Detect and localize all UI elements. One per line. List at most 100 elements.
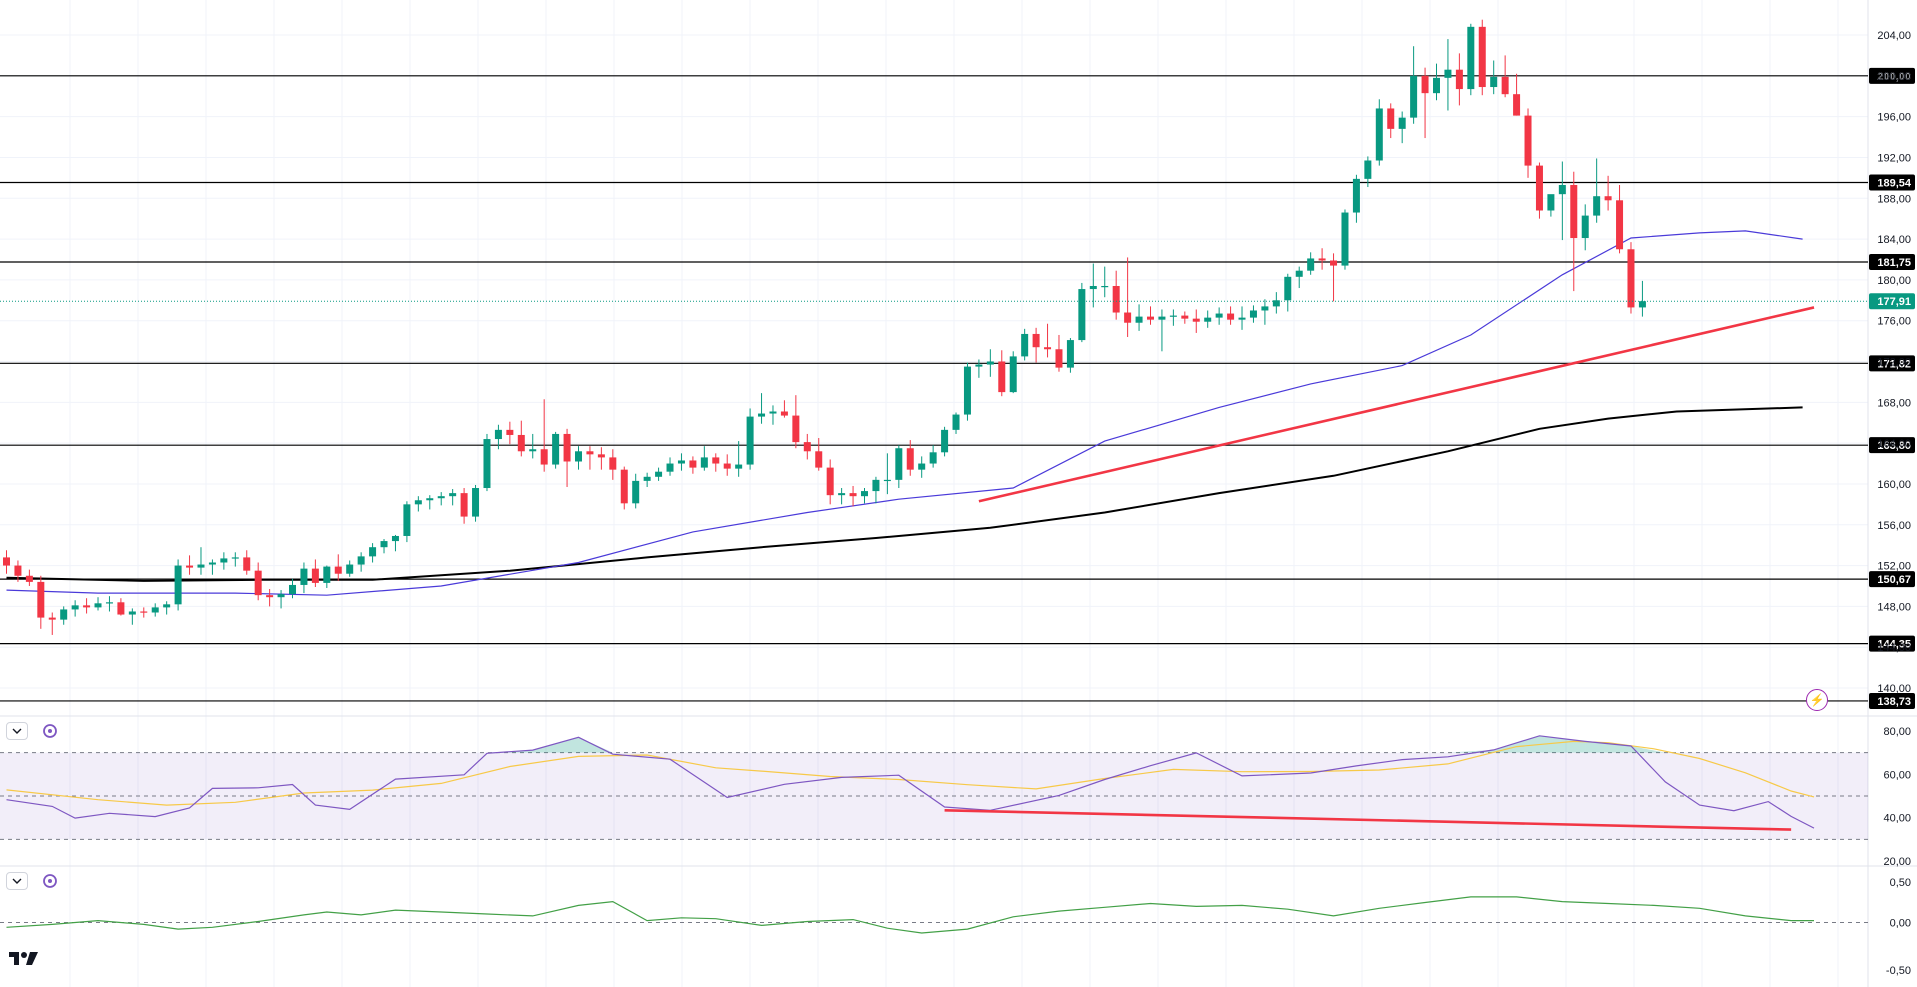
candle-down[interactable]	[1124, 257, 1132, 338]
candle-down[interactable]	[506, 421, 514, 445]
candle-up[interactable]	[1238, 306, 1246, 330]
candle-up[interactable]	[151, 603, 159, 617]
candle-down[interactable]	[849, 485, 857, 507]
candle-up[interactable]	[1444, 39, 1452, 111]
candle-down[interactable]	[689, 456, 697, 474]
candle-up[interactable]	[575, 446, 582, 470]
candle-up[interactable]	[380, 539, 388, 554]
lightning-icon[interactable]: ⚡	[1806, 689, 1828, 711]
candle-down[interactable]	[1570, 171, 1578, 292]
candle-up[interactable]	[838, 488, 846, 505]
candle-up[interactable]	[677, 453, 685, 471]
candle-down[interactable]	[1387, 103, 1395, 139]
candle-down[interactable]	[803, 433, 811, 460]
candle-down[interactable]	[609, 449, 617, 480]
candle-down[interactable]	[243, 550, 251, 575]
candle-up[interactable]	[1581, 204, 1589, 251]
candle-up[interactable]	[449, 489, 457, 506]
candle-down[interactable]	[540, 399, 548, 472]
ma-slow-line[interactable]	[6, 406, 1803, 582]
candle-down[interactable]	[1112, 270, 1120, 320]
candle-down[interactable]	[266, 589, 274, 607]
candle-up[interactable]	[929, 445, 937, 468]
candle-up[interactable]	[60, 606, 68, 625]
candle-up[interactable]	[208, 559, 216, 575]
candle-up[interactable]	[1433, 63, 1440, 101]
candle-up[interactable]	[529, 433, 537, 459]
rsi-signal-line[interactable]	[6, 740, 1815, 806]
candle-up[interactable]	[758, 393, 766, 424]
candle-up[interactable]	[1169, 309, 1177, 326]
candle-down[interactable]	[334, 554, 342, 581]
candle-down[interactable]	[723, 454, 731, 476]
candle-up[interactable]	[494, 424, 502, 450]
candle-up[interactable]	[357, 552, 365, 572]
oscillator-line[interactable]	[6, 896, 1815, 934]
candle-up[interactable]	[472, 484, 480, 522]
candle-up[interactable]	[883, 453, 891, 495]
candle-up[interactable]	[986, 349, 994, 377]
candle-up[interactable]	[71, 600, 79, 617]
candle-down[interactable]	[792, 395, 800, 449]
candle-down[interactable]	[1147, 306, 1154, 325]
candle-down[interactable]	[1604, 175, 1612, 211]
candle-up[interactable]	[220, 552, 228, 570]
candle-up[interactable]	[1272, 292, 1280, 314]
candle-up[interactable]	[666, 457, 674, 476]
candle-up[interactable]	[895, 445, 903, 489]
candle-up[interactable]	[1547, 194, 1555, 217]
candle-up[interactable]	[700, 446, 708, 471]
candle-up[interactable]	[1375, 99, 1383, 166]
candle-up[interactable]	[1249, 305, 1257, 323]
candle-down[interactable]	[14, 560, 22, 582]
candle-up[interactable]	[1089, 263, 1097, 308]
candle-down[interactable]	[1524, 108, 1532, 178]
rsi-trendline[interactable]	[944, 809, 1792, 831]
candle-up[interactable]	[1066, 338, 1074, 373]
candle-up[interactable]	[1307, 252, 1315, 275]
candle-down[interactable]	[1044, 323, 1052, 358]
candle-up[interactable]	[231, 552, 239, 567]
candle-down[interactable]	[826, 459, 834, 505]
candle-down[interactable]	[48, 612, 56, 635]
candle-up[interactable]	[1158, 309, 1166, 352]
candle-up[interactable]	[483, 433, 491, 492]
candle-up[interactable]	[1352, 174, 1360, 223]
candle-down[interactable]	[712, 453, 720, 472]
candle-down[interactable]	[37, 575, 45, 629]
candle-up[interactable]	[1135, 304, 1143, 331]
candle-up[interactable]	[872, 476, 880, 504]
candle-up[interactable]	[128, 608, 136, 625]
candle-up[interactable]	[437, 492, 445, 506]
candle-up[interactable]	[1490, 60, 1498, 95]
candle-up[interactable]	[174, 559, 182, 611]
candle-up[interactable]	[1078, 282, 1086, 343]
candle-up[interactable]	[552, 431, 560, 469]
candle-down[interactable]	[25, 569, 33, 586]
candle-up[interactable]	[1467, 23, 1475, 96]
candle-up[interactable]	[769, 405, 777, 425]
candle-up[interactable]	[1638, 280, 1646, 317]
candle-down[interactable]	[620, 466, 628, 510]
price-axis[interactable]: 200,00 189,54 181,75 171,82 163,80 150,67 144,…	[1869, 30, 1915, 977]
candle-up[interactable]	[941, 426, 949, 457]
candle-up[interactable]	[746, 408, 754, 470]
candle-down[interactable]	[1616, 184, 1624, 254]
candle-up[interactable]	[1101, 266, 1109, 298]
candle-up[interactable]	[861, 488, 868, 504]
candle-up[interactable]	[643, 472, 651, 487]
candle-up[interactable]	[735, 441, 743, 477]
candle-down[interactable]	[1421, 67, 1429, 139]
candle-down[interactable]	[906, 440, 914, 476]
oscillator-collapse-button[interactable]	[6, 872, 28, 890]
candle-down[interactable]	[780, 400, 788, 418]
candle-down[interactable]	[1055, 334, 1063, 372]
rsi-refresh-button[interactable]	[41, 722, 59, 740]
candle-down[interactable]	[1330, 253, 1338, 302]
candle-up[interactable]	[975, 359, 983, 378]
candle-up[interactable]	[1410, 46, 1418, 124]
candle-up[interactable]	[94, 597, 102, 611]
candle-down[interactable]	[460, 488, 468, 524]
candle-up[interactable]	[1021, 328, 1029, 361]
rsi-line[interactable]	[6, 735, 1815, 829]
